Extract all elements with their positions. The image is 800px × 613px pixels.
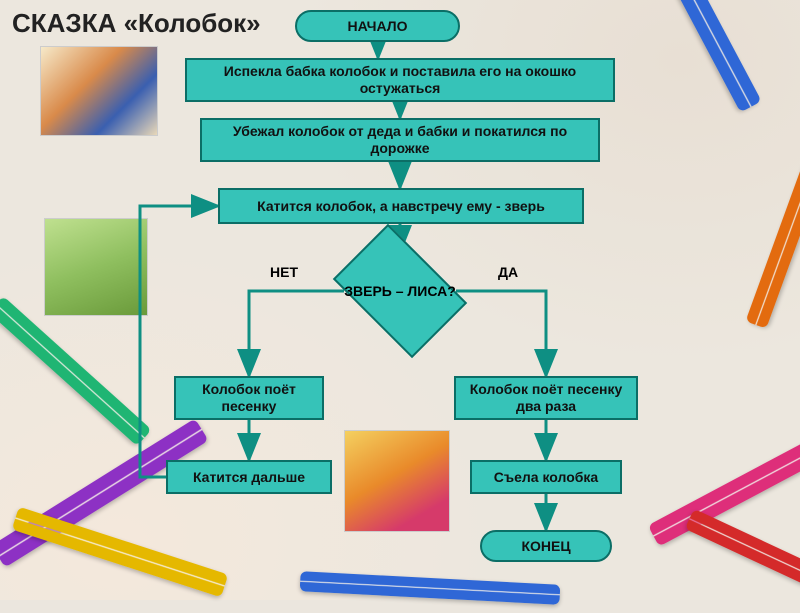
process-step1: Испекла бабка колобок и поставила его на… (185, 58, 615, 102)
process-step2: Убежал колобок от деда и бабки и покатил… (200, 118, 600, 162)
terminator-start: НАЧАЛО (295, 10, 460, 42)
process-no_branch: Колобок поёт песенку (174, 376, 324, 420)
flowchart-nodes: НАЧАЛО Испекла бабка колобок и поставила … (0, 0, 800, 600)
process-yes_branch: Колобок поёт песенку два раза (454, 376, 638, 420)
page-title: СКАЗКА «Колобок» (12, 8, 261, 39)
edge-label-НЕТ: НЕТ (270, 264, 298, 280)
process-yes_branch2: Съела колобка (470, 460, 622, 494)
edge-label-ДА: ДА (498, 264, 518, 280)
process-no_branch2: Катится дальше (166, 460, 332, 494)
terminator-end: КОНЕЦ (480, 530, 612, 562)
process-step3: Катится колобок, а навстречу ему - зверь (218, 188, 584, 224)
decision-label: ЗВЕРЬ – ЛИСА? (344, 283, 456, 299)
decision-decision: ЗВЕРЬ – ЛИСА? (344, 252, 456, 330)
